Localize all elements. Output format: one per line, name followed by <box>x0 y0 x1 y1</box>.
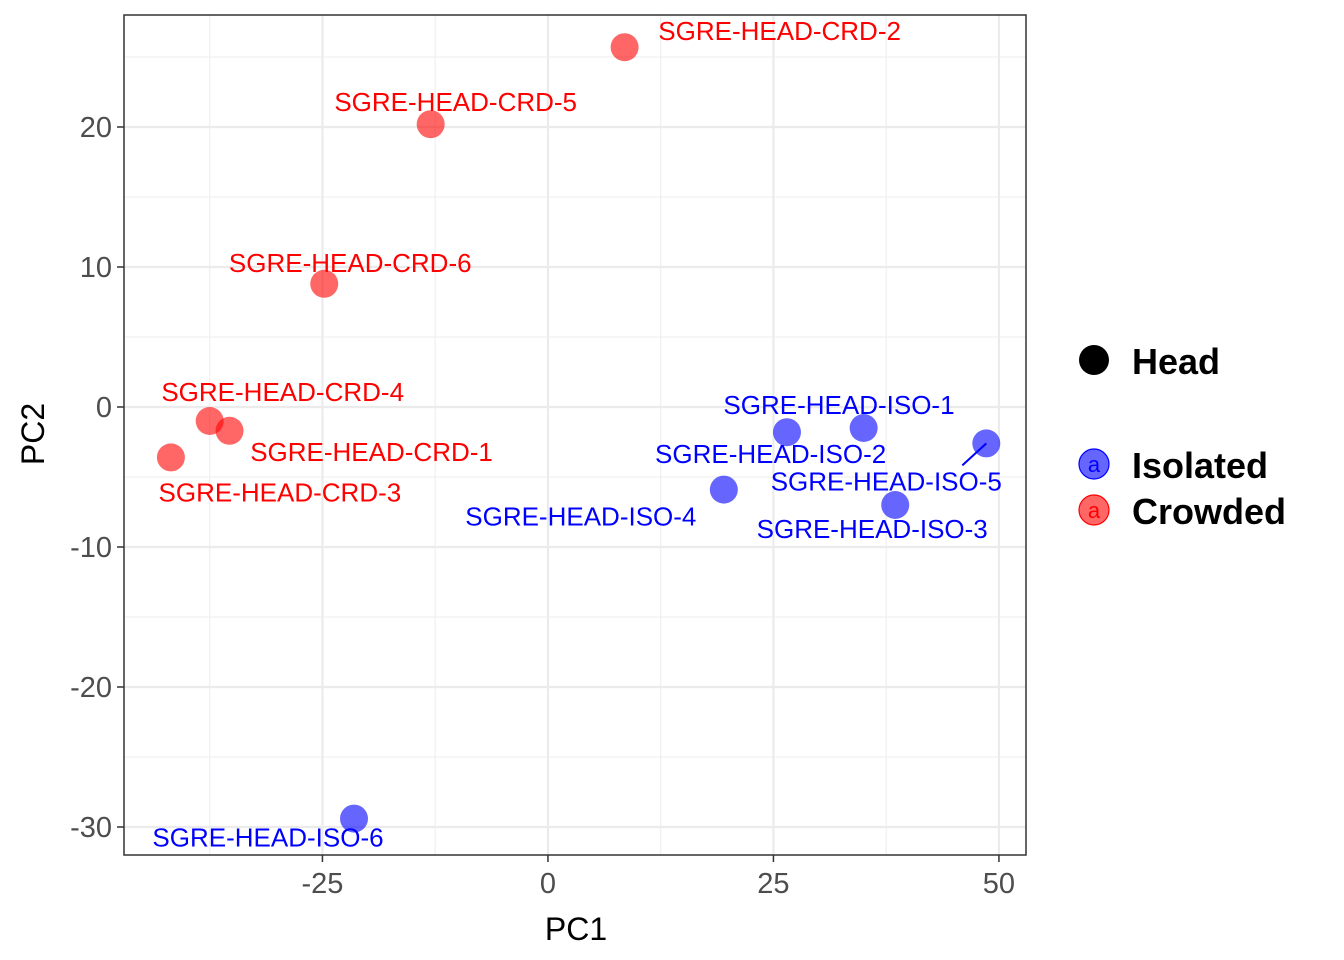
data-point <box>972 429 1001 458</box>
y-tick-label: -30 <box>70 812 112 844</box>
legend-key-isolated <box>1078 448 1110 480</box>
x-tick-label: 0 <box>540 868 556 900</box>
y-tick-label: 0 <box>96 392 112 424</box>
data-point <box>310 269 339 298</box>
point-label: SGRE-HEAD-ISO-2 <box>655 439 886 469</box>
legend-head-label: Head <box>1132 341 1220 382</box>
point-label: SGRE-HEAD-ISO-5 <box>771 466 1002 496</box>
data-points <box>156 33 1001 833</box>
legend-key-crowded <box>1078 494 1110 526</box>
data-point <box>195 407 224 435</box>
legend-key-glyph: a <box>1088 452 1101 477</box>
point-label: SGRE-HEAD-CRD-3 <box>159 477 402 507</box>
legend-head-shape-key <box>1079 345 1109 375</box>
data-point <box>156 443 185 472</box>
y-tick-label: -10 <box>70 532 112 564</box>
data-point <box>849 414 878 442</box>
y-tick-label: -20 <box>70 672 112 704</box>
minor-gridlines <box>124 15 1026 855</box>
legend-key-glyph: a <box>1088 498 1101 523</box>
data-point <box>610 33 639 62</box>
point-labels: SGRE-HEAD-ISO-1SGRE-HEAD-ISO-2SGRE-HEAD-… <box>152 16 1001 852</box>
point-label: SGRE-HEAD-ISO-4 <box>465 502 696 532</box>
data-point <box>340 804 369 833</box>
x-tick-label: 25 <box>757 868 789 900</box>
point-label: SGRE-HEAD-ISO-1 <box>723 390 954 420</box>
legend-label-crowded: Crowded <box>1132 491 1286 532</box>
point-label: SGRE-HEAD-ISO-6 <box>152 823 383 853</box>
y-tick-label: 10 <box>80 252 112 284</box>
x-tick-label: -25 <box>301 868 343 900</box>
data-point <box>416 110 445 139</box>
y-axis-ticks: -30 -20 -10 0 10 20 <box>70 112 124 844</box>
point-label: SGRE-HEAD-CRD-6 <box>229 248 472 278</box>
point-label: SGRE-HEAD-CRD-5 <box>334 87 577 117</box>
y-tick-label: 20 <box>80 112 112 144</box>
point-label: SGRE-HEAD-CRD-1 <box>250 437 493 467</box>
x-tick-label: 50 <box>983 868 1015 900</box>
x-axis-title: PC1 <box>545 911 607 947</box>
legend-label-isolated: Isolated <box>1132 445 1268 486</box>
legend: Head a Isolated a Crowded <box>1078 341 1286 532</box>
major-gridlines <box>124 15 1026 855</box>
point-label: SGRE-HEAD-ISO-3 <box>757 514 988 544</box>
y-axis-title: PC2 <box>15 403 51 465</box>
point-label: SGRE-HEAD-CRD-2 <box>658 16 901 46</box>
data-point <box>881 491 910 519</box>
x-axis-ticks: -25 0 25 50 <box>301 855 1015 900</box>
data-point <box>709 475 738 504</box>
legend-color-items: a Isolated a Crowded <box>1078 445 1286 532</box>
data-point <box>772 418 801 447</box>
point-label: SGRE-HEAD-CRD-4 <box>161 377 404 407</box>
plot-panel-border <box>123 14 1027 856</box>
